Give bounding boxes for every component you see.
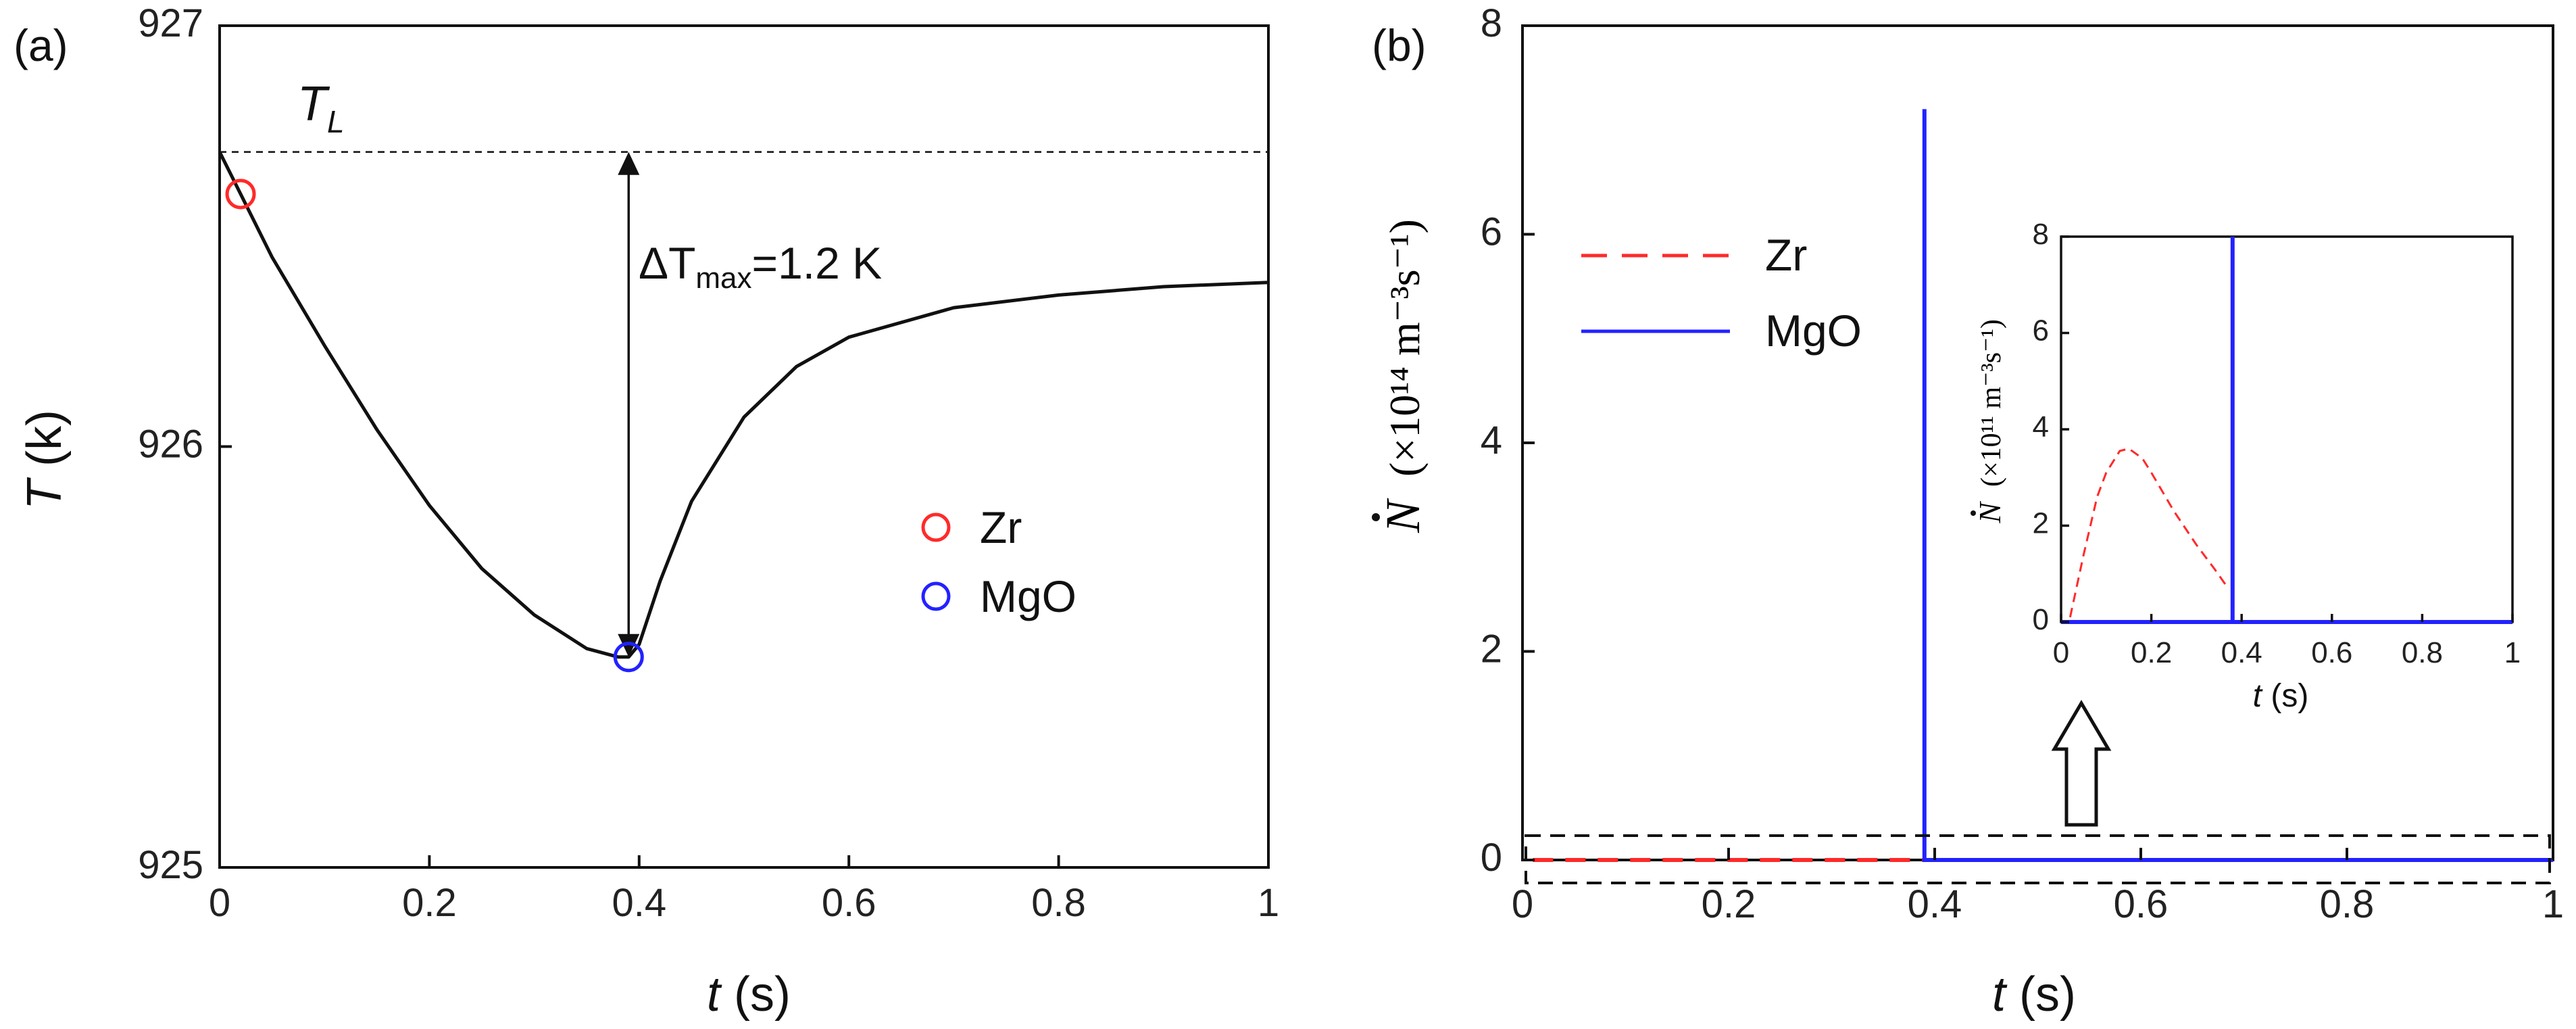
panel-a-plot <box>218 24 1270 869</box>
panel-b-label: (b) <box>1372 20 1427 70</box>
panel-b-y-axis-label: N (×10¹⁴ m⁻³s⁻¹) <box>1372 219 1430 533</box>
panel-a-x-tick-label: 0.6 <box>822 881 876 925</box>
inset-n-dot-dot <box>1971 510 1976 516</box>
liquidus-label: TL <box>297 77 345 139</box>
panel-b-legend: Zr MgO <box>1581 230 1862 356</box>
inset-x-ticks: 0 0.2 0.4 0.6 0.8 1 <box>2053 614 2521 669</box>
marker-mgo <box>613 642 644 673</box>
inset-x-tick-label: 0 <box>2053 636 2069 669</box>
panel-b-y-tick-label: 8 <box>1481 1 1502 45</box>
panel-a-x-ticks: 0 0.2 0.4 0.6 0.8 1 <box>209 855 1279 925</box>
panel-a-y-tick-label: 925 <box>138 843 203 887</box>
legend-zr-label-b: Zr <box>1765 230 1807 280</box>
panel-b-x-tick-label: 0.6 <box>2114 882 2169 926</box>
inset-y-tick-label: 0 <box>2033 603 2049 636</box>
panel-a-x-tick-label: 0 <box>209 881 230 925</box>
inset-series-zr <box>2069 447 2229 618</box>
legend-zr-label: Zr <box>980 502 1022 552</box>
panel-b-x-tick-label: 0.8 <box>2320 882 2375 926</box>
panel-a: (a) 0 0.2 0.4 0.6 0.8 1 925 926 927 t (s) T (k)… <box>14 1 1279 1022</box>
n-dot-dot <box>1372 513 1380 521</box>
panel-b-x-tick-label: 0.2 <box>1702 882 1756 926</box>
panel-a-x-axis-label: t (s) <box>707 967 791 1022</box>
panel-b-y-unit: (×10¹⁴ m⁻³s⁻¹) <box>1381 219 1429 477</box>
inset-y-tick-label: 8 <box>2033 218 2049 251</box>
series-mgo <box>1922 109 2553 862</box>
panel-a-x-tick-label: 0.2 <box>402 881 457 925</box>
inset-y-tick-label: 6 <box>2033 314 2049 347</box>
inset-n-dot-symbol: N <box>1973 501 2007 524</box>
temperature-curve <box>218 151 1269 659</box>
inset-x-axis-label: t (s) <box>2253 678 2309 714</box>
panel-b-y-ticks: 0 2 4 6 8 <box>1481 1 1535 880</box>
legend-mgo-marker <box>921 581 951 611</box>
panel-b-x-tick-label: 0 <box>1512 882 1533 926</box>
panel-a-label: (a) <box>14 20 68 70</box>
inset-x-tick-label: 0.8 <box>2402 636 2443 669</box>
panel-a-legend: Zr MgO <box>921 502 1076 621</box>
panel-b-x-ticks: 0 0.2 0.4 0.6 0.8 1 <box>1512 848 2564 926</box>
inset-plot <box>2060 235 2514 624</box>
zoom-arrow-icon <box>2051 700 2112 827</box>
panel-b-y-tick-label: 2 <box>1481 627 1502 671</box>
zoom-region-box <box>1525 834 2551 884</box>
marker-zr <box>225 178 256 210</box>
n-dot-symbol: N <box>1376 498 1430 533</box>
panel-a-x-tick-label: 0.8 <box>1031 881 1086 925</box>
panel-b-x-tick-label: 0.4 <box>1908 882 1962 926</box>
inset-y-tick-label: 4 <box>2033 410 2049 444</box>
inset-x-tick-label: 0.4 <box>2221 636 2262 669</box>
panel-b-x-axis-label: t (s) <box>1992 967 2076 1022</box>
panel-a-x-tick-label: 0.4 <box>612 881 666 925</box>
inset-y-ticks: 0 2 4 6 8 <box>2033 218 2069 636</box>
inset-y-tick-label: 2 <box>2033 506 2049 540</box>
panel-b: (b) 0 0.2 0.4 0.6 0.8 1 0 2 4 6 8 t (s) N (×10¹⁴ … <box>1372 1 2564 1022</box>
legend-zr-marker <box>921 512 951 542</box>
inset-x-tick-label: 1 <box>2504 636 2521 669</box>
delta-t-max-annotation: ΔTmax=1.2 K <box>639 238 882 295</box>
panel-b-y-tick-label: 4 <box>1481 418 1502 462</box>
panel-b-y-tick-label: 6 <box>1481 210 1502 254</box>
legend-mgo-label-b: MgO <box>1765 306 1862 356</box>
panel-b-y-tick-label: 0 <box>1481 836 1502 880</box>
inset: 0 0.2 0.4 0.6 0.8 1 0 2 4 6 8 t (s) N (×10¹¹ m⁻³s… <box>1971 218 2521 714</box>
panel-a-x-tick-label: 1 <box>1258 881 1279 925</box>
panel-a-y-axis-label: T (k) <box>18 410 72 510</box>
inset-x-tick-label: 0.2 <box>2131 636 2172 669</box>
inset-series-mgo <box>2061 237 2512 624</box>
delta-t-arrow-down-head <box>618 633 640 657</box>
legend-mgo-label: MgO <box>980 571 1076 621</box>
inset-y-unit: (×10¹¹ m⁻³s⁻¹) <box>1976 319 2007 487</box>
panel-a-y-tick-label: 927 <box>138 1 203 45</box>
panel-a-y-ticks: 925 926 927 <box>138 1 232 887</box>
inset-y-axis-label: N (×10¹¹ m⁻³s⁻¹) <box>1971 319 2007 524</box>
panel-a-y-tick-label: 926 <box>138 423 203 466</box>
panel-b-x-tick-label: 1 <box>2542 882 2564 926</box>
delta-t-arrow-up-head <box>618 151 640 175</box>
inset-background <box>2061 237 2512 622</box>
inset-x-tick-label: 0.6 <box>2311 636 2352 669</box>
